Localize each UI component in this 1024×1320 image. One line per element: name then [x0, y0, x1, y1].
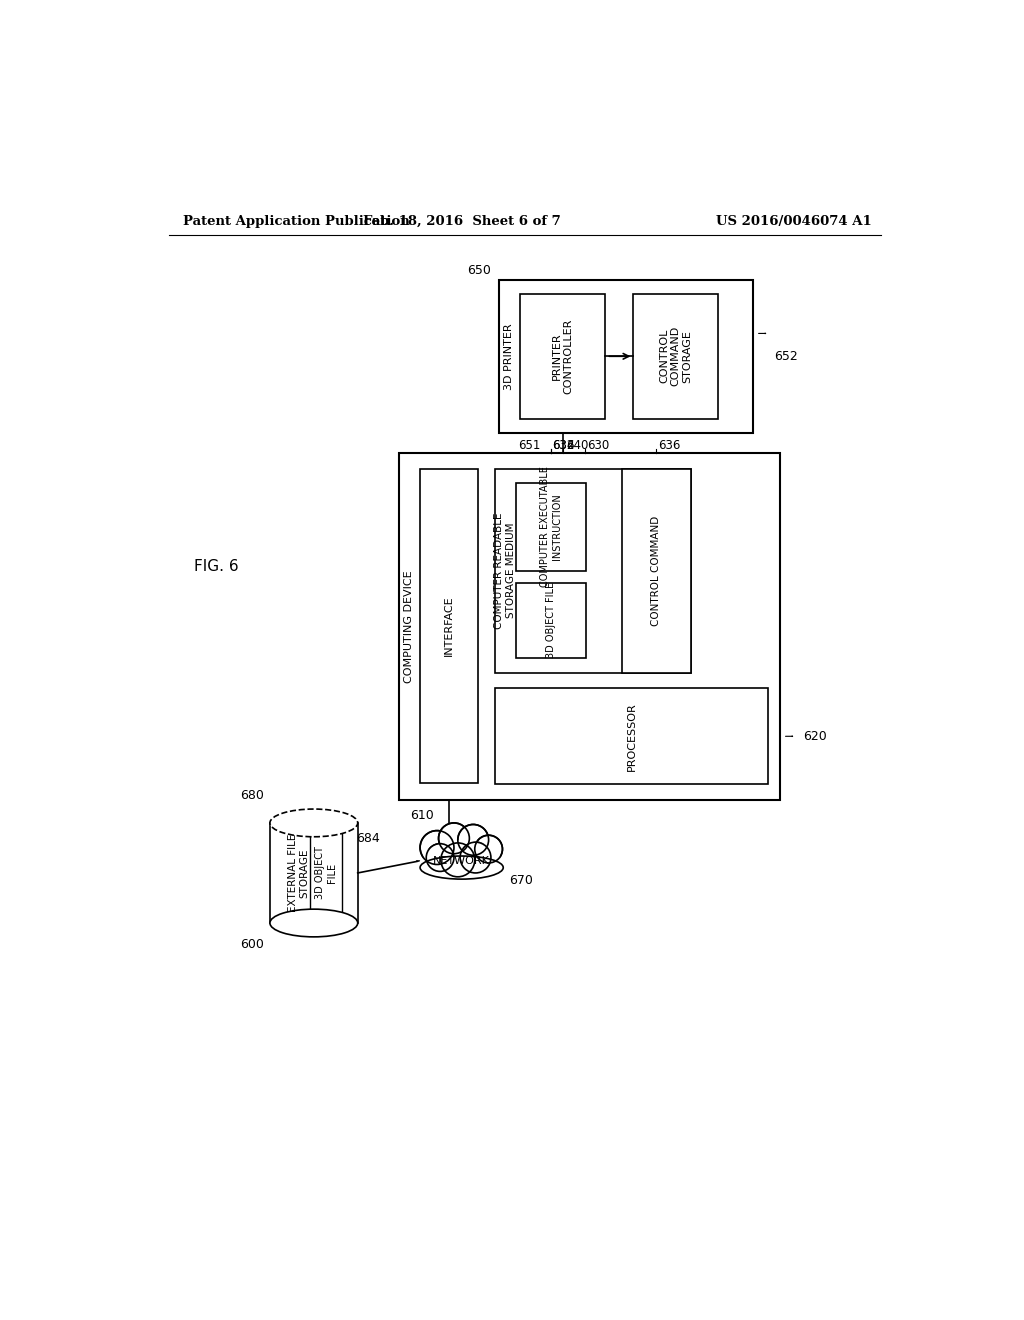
Ellipse shape: [419, 849, 504, 878]
Text: FIG. 6: FIG. 6: [195, 558, 240, 574]
Text: 3D OBJECT
FILE: 3D OBJECT FILE: [315, 846, 337, 899]
Text: Patent Application Publication: Patent Application Publication: [183, 215, 410, 228]
Text: 636: 636: [658, 440, 680, 453]
Bar: [516, 483, 586, 572]
Circle shape: [458, 825, 488, 855]
Text: PRINTER
CONTROLLER: PRINTER CONTROLLER: [552, 318, 573, 393]
Circle shape: [441, 843, 475, 876]
Text: PROCESSOR: PROCESSOR: [627, 702, 637, 771]
Text: CONTROL
COMMAND
STORAGE: CONTROL COMMAND STORAGE: [659, 326, 692, 387]
Bar: [622, 469, 691, 673]
Ellipse shape: [423, 841, 500, 875]
Bar: [495, 469, 691, 673]
Text: 650: 650: [467, 264, 490, 277]
Bar: [495, 688, 768, 784]
Text: NETWORK: NETWORK: [433, 857, 490, 866]
Text: 3D PRINTER: 3D PRINTER: [504, 323, 514, 389]
Ellipse shape: [270, 809, 357, 837]
Text: INTERFACE: INTERFACE: [444, 595, 454, 656]
Text: Feb. 18, 2016  Sheet 6 of 7: Feb. 18, 2016 Sheet 6 of 7: [362, 215, 560, 228]
Text: 620: 620: [803, 730, 826, 743]
Ellipse shape: [420, 855, 503, 879]
Bar: [516, 582, 586, 659]
Text: 652: 652: [774, 350, 798, 363]
Text: COMPUTING DEVICE: COMPUTING DEVICE: [403, 570, 414, 682]
Text: 610: 610: [410, 809, 434, 822]
Text: EXTERNAL FILE
STORAGE: EXTERNAL FILE STORAGE: [288, 834, 309, 912]
Bar: [499, 280, 753, 433]
Circle shape: [460, 842, 490, 873]
Circle shape: [426, 843, 454, 871]
Text: CONTROL COMMAND: CONTROL COMMAND: [651, 516, 662, 626]
Text: 651: 651: [518, 440, 541, 453]
Circle shape: [475, 836, 503, 863]
Text: COMPUTER EXECUTABLE
INSTRUCTION: COMPUTER EXECUTABLE INSTRUCTION: [541, 466, 562, 587]
Text: 3D OBJECT FILE: 3D OBJECT FILE: [546, 582, 556, 659]
Bar: [520, 294, 605, 418]
Text: 680: 680: [240, 788, 264, 801]
Bar: [310, 829, 342, 917]
Text: 670: 670: [509, 874, 534, 887]
Ellipse shape: [270, 909, 357, 937]
Bar: [270, 822, 357, 923]
Text: US 2016/0046074 A1: US 2016/0046074 A1: [716, 215, 871, 228]
Text: 640: 640: [566, 440, 589, 453]
Bar: [398, 453, 779, 800]
Text: COMPUTER READABLE
STORAGE MEDIUM: COMPUTER READABLE STORAGE MEDIUM: [494, 512, 515, 630]
Text: 684: 684: [356, 832, 380, 845]
Text: 600: 600: [240, 939, 264, 952]
Circle shape: [420, 830, 454, 865]
Circle shape: [438, 822, 469, 854]
Text: 632: 632: [553, 440, 574, 453]
Text: 634: 634: [553, 440, 574, 453]
Text: 630: 630: [587, 440, 609, 453]
Bar: [634, 294, 718, 418]
Bar: [420, 469, 478, 783]
